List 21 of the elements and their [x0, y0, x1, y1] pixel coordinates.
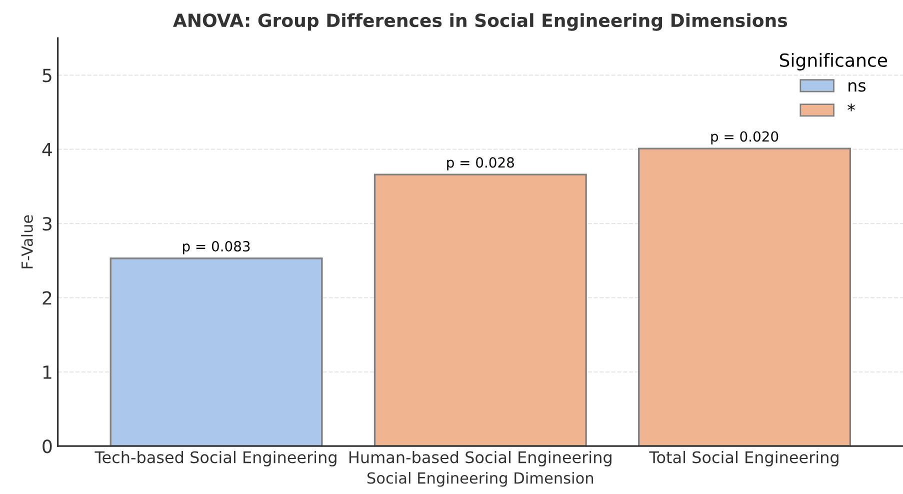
x-tick-label: Total Social Engineering	[649, 450, 838, 466]
annotation: p = 0.028	[447, 157, 514, 170]
y-tick-label: 0	[42, 440, 52, 454]
y-tick-label: 4	[42, 143, 52, 156]
bar	[110, 258, 323, 446]
y-tick-label: 2	[42, 291, 52, 305]
x-axis-title: Social Engineering Dimension	[367, 472, 594, 487]
bar	[638, 148, 852, 446]
y-tick-label: 1	[43, 366, 52, 379]
y-tick-label: 5	[42, 68, 52, 82]
y-tick-label: 3	[42, 216, 52, 231]
annotation: p = 0.020	[711, 131, 778, 144]
chart-title: ANOVA: Group Differences in Social Engineering Dimensions	[173, 13, 788, 31]
y-axis-title: F-Value	[21, 215, 33, 268]
x-tick-label: Human-based Social Engineering	[350, 450, 612, 466]
legend-label: ns	[848, 82, 866, 92]
legend-label: *	[848, 104, 855, 112]
x-tick-label: Tech-based Social Engineering	[94, 450, 336, 466]
legend-title: Significance	[780, 53, 888, 71]
annotation: p = 0.083	[183, 241, 250, 254]
bar	[374, 174, 587, 446]
